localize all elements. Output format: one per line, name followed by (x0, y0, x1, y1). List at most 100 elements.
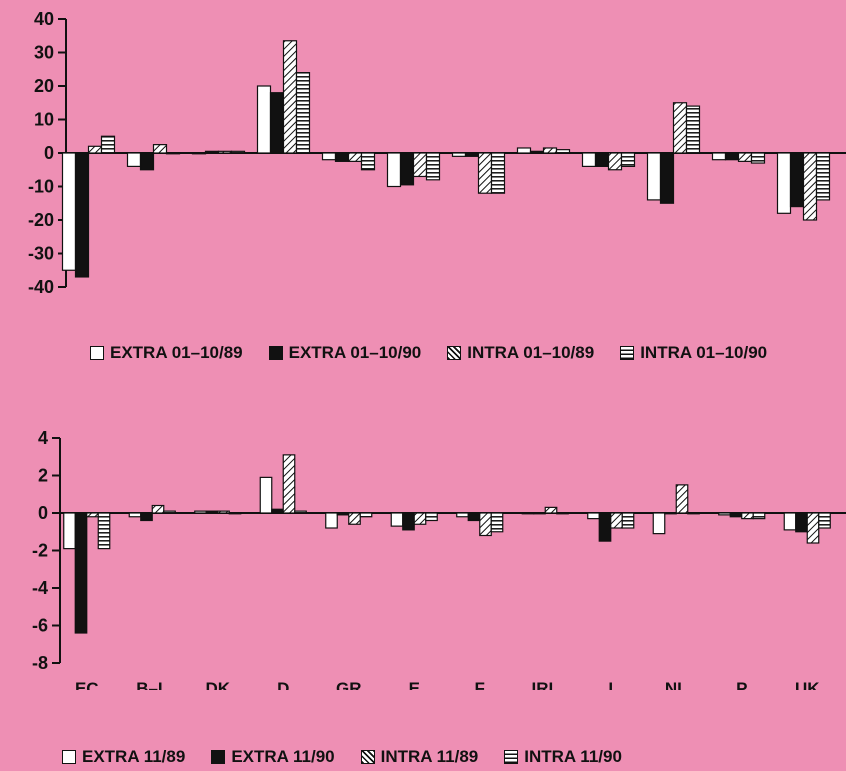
legend-label: INTRA 01–10/90 (640, 343, 768, 362)
bar (152, 144, 168, 154)
bar (752, 512, 766, 520)
bar (729, 512, 743, 518)
legend-label: INTRA 01–10/89 (467, 343, 595, 362)
legend-swatch (504, 750, 519, 764)
bar (191, 152, 207, 155)
bar (151, 504, 165, 514)
bar (451, 152, 467, 157)
bar (295, 71, 311, 154)
bar (347, 152, 363, 162)
bar (87, 145, 103, 154)
x-tick-label: GR (336, 679, 362, 690)
bar (100, 135, 116, 154)
y-tick-label: 2 (38, 466, 48, 486)
y-tick-label: -10 (28, 177, 54, 197)
bar (621, 512, 635, 529)
x-tick-label: D (277, 679, 289, 690)
bar (228, 512, 242, 515)
bar (789, 152, 805, 208)
x-tick-label: IRL (532, 679, 559, 690)
legend-item: EXTRA 11/89 (62, 747, 185, 767)
y-tick-label: 10 (34, 110, 54, 130)
x-tick-label: F (475, 679, 485, 690)
bar (325, 512, 338, 529)
bar (467, 512, 481, 522)
bar (477, 152, 493, 194)
bar (659, 152, 675, 204)
bar (594, 152, 610, 167)
bar (63, 512, 76, 550)
legend-item: EXTRA 01–10/89 (90, 343, 243, 363)
bar (464, 152, 480, 157)
bar (128, 512, 142, 518)
bar (140, 512, 153, 522)
bar (74, 152, 90, 278)
bar (269, 92, 285, 154)
bar (334, 152, 350, 162)
legend-item: INTRA 01–10/89 (447, 343, 594, 363)
bar (776, 152, 792, 214)
chart-top: 403020100-10-20-30-40ECB–LDKDGREFIRLINLP… (28, 9, 846, 297)
legend-label: EXTRA 01–10/90 (288, 343, 422, 362)
legend-swatch (62, 750, 76, 764)
chart-bottom: 4 2 0 -2 -4 -6 -8 EC B–L DK D GR E F IRL I NL P UK (32, 428, 846, 690)
bar (402, 512, 415, 531)
bar (598, 512, 612, 542)
y-tick-label: -2 (32, 541, 48, 561)
legend-swatch (211, 750, 226, 764)
bar (672, 102, 688, 154)
bar (97, 512, 111, 550)
bar (165, 152, 181, 155)
bar (256, 85, 272, 154)
bar (282, 454, 296, 514)
legend-label: INTRA 11/89 (380, 747, 479, 766)
legend-item: EXTRA 01–10/90 (268, 343, 422, 363)
y-tick-label: 4 (38, 428, 48, 448)
bar (646, 152, 662, 201)
bar (204, 150, 220, 154)
bar (718, 512, 731, 516)
bar (230, 150, 246, 154)
bar (399, 152, 415, 186)
x-tick-label: EC (75, 679, 99, 690)
x-tick-label: NL (665, 679, 688, 690)
y-tick-label: 0 (38, 503, 48, 523)
bar (802, 152, 818, 221)
bar (139, 152, 155, 171)
bar (795, 512, 808, 533)
bar (556, 512, 569, 515)
bar (259, 476, 273, 514)
legend-label: INTRA 11/90 (524, 747, 622, 766)
y-tick-label: 0 (44, 143, 54, 163)
legend-label: EXTRA 11/90 (231, 747, 335, 766)
legend-label: EXTRA 01–10/89 (110, 343, 243, 362)
bar (587, 512, 600, 520)
x-tick-label: DK (205, 679, 230, 690)
bar (664, 512, 677, 515)
bar (685, 105, 701, 154)
bar (456, 512, 469, 518)
x-tick-label: E (409, 679, 420, 690)
bar (750, 152, 766, 164)
bar (348, 512, 361, 525)
y-tick-label: -20 (28, 210, 54, 230)
bar (516, 147, 532, 154)
bar (359, 512, 373, 518)
x-tick-label: I (608, 679, 613, 690)
bar (271, 508, 284, 514)
legend-swatch (360, 750, 375, 764)
legend-bottom: EXTRA 11/89 EXTRA 11/90 INTRA 11/89 INTRA 1… (62, 747, 648, 767)
legend-item: INTRA 11/89 (360, 747, 479, 767)
bar (386, 152, 402, 188)
bar (533, 512, 546, 515)
bar (818, 512, 831, 529)
bar (217, 150, 233, 154)
bar (61, 152, 77, 271)
y-tick-label: 20 (34, 76, 54, 96)
bar (205, 510, 219, 514)
bar (542, 147, 558, 154)
bar (336, 512, 350, 516)
bar (490, 512, 504, 533)
legend-swatch (620, 346, 635, 360)
bar (163, 510, 176, 514)
